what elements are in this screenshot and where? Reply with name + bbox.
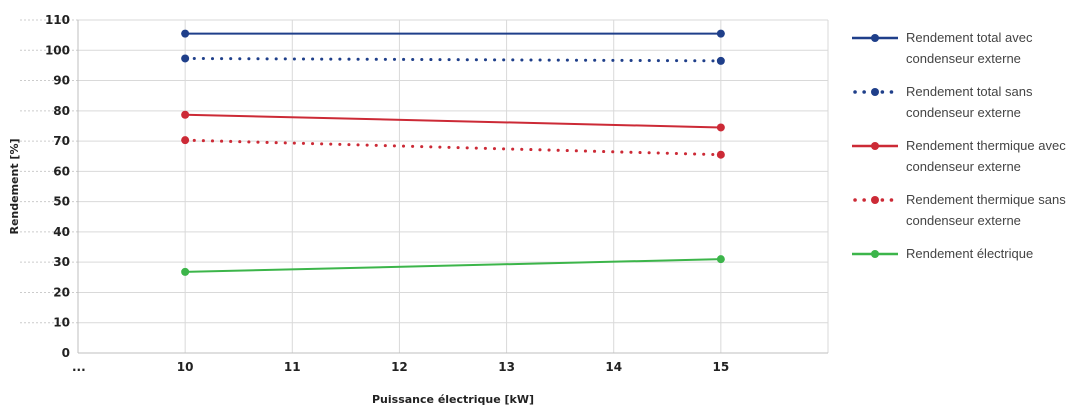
legend-label: Rendement total avec — [906, 30, 1033, 45]
data-point — [716, 150, 725, 159]
series-1 — [181, 29, 725, 38]
legend-entry-1: Rendement total avec condenseur externe — [852, 30, 1033, 66]
y-tick-label: 30 — [53, 255, 70, 269]
y-tick-label: 0 — [62, 346, 70, 360]
data-point — [181, 54, 190, 63]
legend-label: condenseur externe — [906, 105, 1021, 120]
data-point — [716, 255, 725, 264]
y-tick-label: 10 — [53, 316, 70, 330]
x-tick-label: 13 — [498, 360, 515, 374]
x-tick-label: 12 — [391, 360, 408, 374]
legend-swatch-marker — [871, 250, 879, 258]
data-point — [716, 29, 725, 38]
data-point — [181, 136, 190, 145]
legend-swatch-marker — [871, 88, 879, 96]
legend-label: Rendement thermique sans — [906, 192, 1066, 207]
legend-swatch-marker — [871, 196, 879, 204]
series-4 — [181, 136, 725, 159]
legend-label: Rendement électrique — [906, 246, 1033, 261]
series-line — [185, 113, 721, 129]
series-3 — [181, 110, 725, 132]
x-tick-label: ... — [72, 360, 86, 374]
legend-swatch-marker — [871, 34, 879, 42]
legend-label: Rendement thermique avec — [906, 138, 1066, 153]
legend-entry-5: Rendement électrique — [852, 246, 1033, 261]
legend-label: condenseur externe — [906, 213, 1021, 228]
legend-entry-2: Rendement total sans condenseur externe — [853, 84, 1033, 120]
x-tick-label: 15 — [713, 360, 730, 374]
x-tick-label: 11 — [284, 360, 301, 374]
series-line — [185, 258, 721, 273]
y-tick-label: 110 — [45, 13, 70, 27]
legend-label: Rendement total sans — [906, 84, 1033, 99]
series-2 — [181, 54, 725, 65]
y-tick-label: 70 — [53, 134, 70, 148]
y-tick-label: 50 — [53, 195, 70, 209]
data-point — [716, 56, 725, 65]
legend-label: condenseur externe — [906, 51, 1021, 66]
x-axis-title: Puissance électrique [kW] — [372, 393, 534, 406]
y-axis-title: Rendement [%] — [8, 138, 21, 234]
y-tick-label: 100 — [45, 43, 70, 57]
y-tick-label: 40 — [53, 225, 70, 239]
x-tick-label: 10 — [177, 360, 194, 374]
y-tick-label: 80 — [53, 104, 70, 118]
y-tick-label: 20 — [53, 285, 70, 299]
data-point — [716, 123, 725, 132]
legend-label: condenseur externe — [906, 159, 1021, 174]
y-tick-label: 90 — [53, 74, 70, 88]
series-line — [183, 56, 723, 63]
series-5 — [181, 255, 725, 276]
legend-entry-4: Rendement thermique sans condenseur exter… — [853, 192, 1066, 228]
data-point — [181, 110, 190, 119]
data-point — [181, 29, 190, 38]
legend-swatch-marker — [871, 142, 879, 150]
legend-entry-3: Rendement thermique avec condenseur exter… — [852, 138, 1066, 174]
x-tick-label: 14 — [605, 360, 622, 374]
y-tick-label: 60 — [53, 164, 70, 178]
series-line — [183, 138, 723, 157]
data-point — [181, 267, 190, 276]
